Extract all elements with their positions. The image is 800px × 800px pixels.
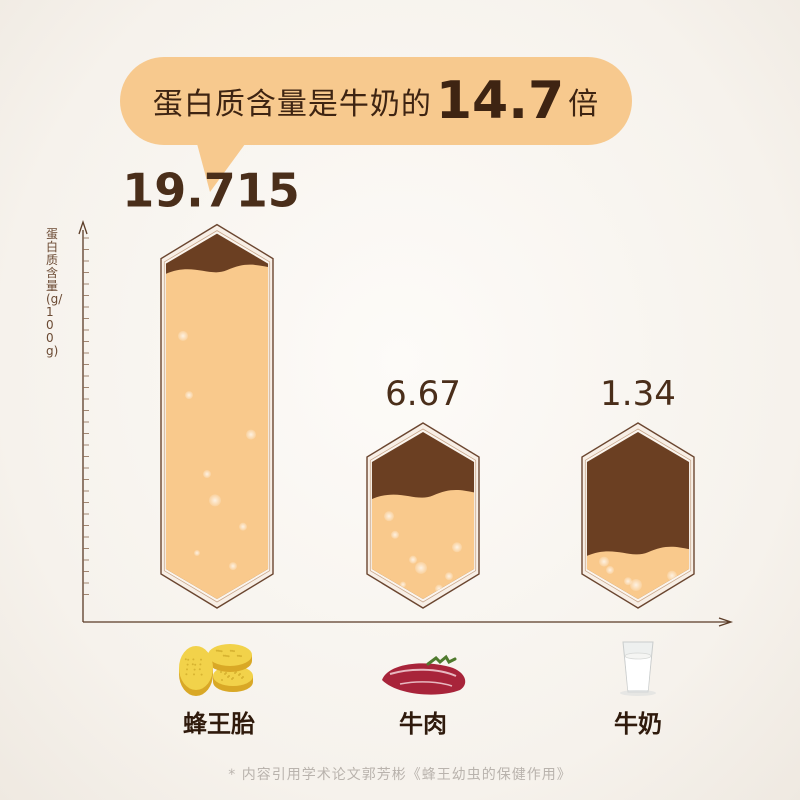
milk-glass-icon xyxy=(620,641,656,696)
bee-pupa-tablets-icon xyxy=(179,644,253,696)
bar-bubble xyxy=(415,561,427,574)
bar-bubble xyxy=(599,556,609,567)
bar-bubble xyxy=(400,581,406,588)
bar-2: 6.67 xyxy=(366,374,480,609)
category-label-3: 牛奶 xyxy=(614,710,662,738)
value-label-3: 1.34 xyxy=(600,374,676,414)
bar-bubble xyxy=(178,330,188,341)
y-axis-label: 蛋白质含量(g/100g) xyxy=(46,227,63,358)
category-label-1: 蜂王胎 xyxy=(183,710,255,738)
bar-bubble xyxy=(194,549,200,556)
value-label-1: 19.715 xyxy=(122,164,300,218)
x-axis-arrow xyxy=(718,617,734,627)
bar-bubble xyxy=(391,530,399,539)
callout-number: 14.7 xyxy=(435,71,565,131)
bar-bubble xyxy=(203,470,211,479)
bar-fill xyxy=(371,489,475,599)
category-label-2: 牛肉 xyxy=(399,710,447,738)
bar-1: 19.715 xyxy=(122,164,300,609)
bar-bubble xyxy=(229,562,237,571)
source-footnote: * 内容引用学术论文郭芳彬《蜂王幼虫的保健作用》 xyxy=(228,767,572,783)
bar-bubble xyxy=(246,429,256,440)
bar-bubble xyxy=(209,494,221,507)
bar-bubble xyxy=(606,566,614,575)
bar-bubble xyxy=(384,511,394,522)
bar-3: 1.34 xyxy=(581,374,695,609)
bar-bubble xyxy=(185,391,193,400)
callout-pointer xyxy=(196,140,248,192)
callout-prefix: 蛋白质含量是牛奶的 xyxy=(152,87,432,122)
comparison-callout: 蛋白质含量是牛奶的 14.7 倍 xyxy=(120,57,632,145)
bar-bubble xyxy=(452,542,462,553)
callout-suffix: 倍 xyxy=(568,87,600,122)
value-label-2: 6.67 xyxy=(385,374,461,414)
bar-bubble xyxy=(630,578,642,591)
beef-steak-icon xyxy=(382,654,466,695)
bar-bubble xyxy=(445,572,453,581)
bar-bubble xyxy=(239,522,247,531)
bar-fill xyxy=(165,264,269,599)
bar-bubble xyxy=(624,577,632,586)
bar-bubble xyxy=(409,555,417,564)
y-axis-arrow xyxy=(78,219,88,235)
